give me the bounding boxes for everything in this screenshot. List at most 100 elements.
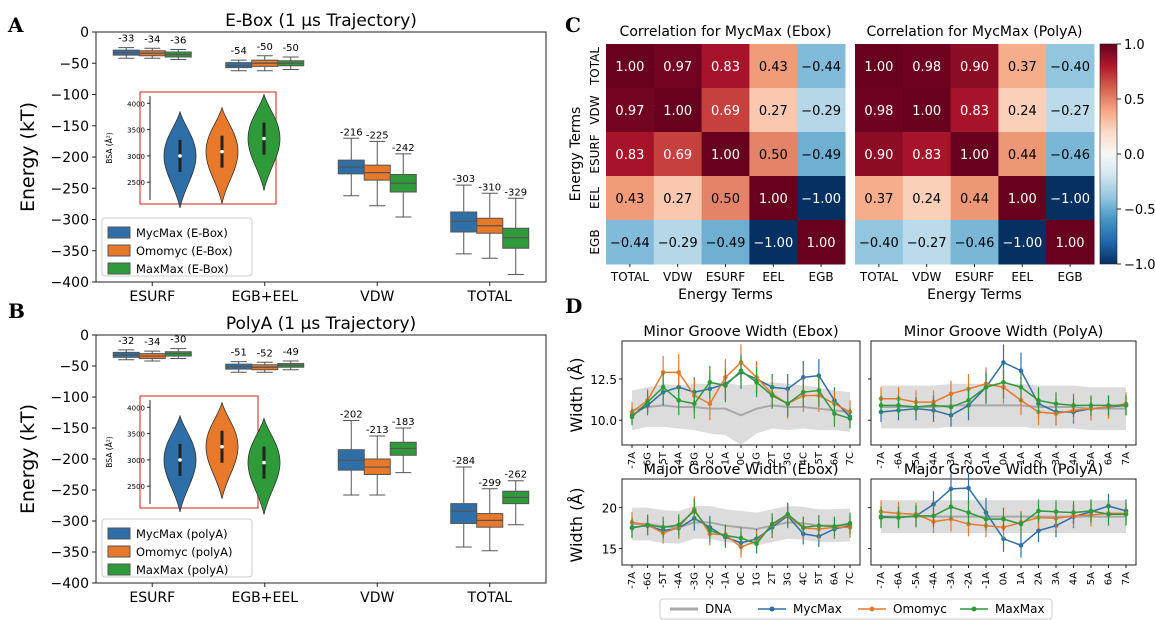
- data-label: -299: [478, 478, 501, 489]
- heatmap-cell: [855, 44, 904, 89]
- y-tick-label: −350: [51, 244, 89, 260]
- x-tick-label: 3A: [1051, 452, 1062, 465]
- data-point: [1088, 403, 1094, 408]
- heatmap-cell: [749, 88, 798, 133]
- heatmap-cell: [797, 176, 846, 221]
- subplot-title: Major Groove Width (PolyA): [904, 462, 1103, 478]
- data-label: -32: [118, 336, 134, 347]
- y-tick-label: −300: [51, 514, 89, 530]
- data-label: -33: [118, 34, 134, 45]
- heatmap-value: 1.00: [912, 104, 941, 119]
- x-tick-label: -6A: [894, 572, 905, 589]
- y-tick-label: ESURF: [588, 134, 602, 173]
- heatmap-cell: [701, 132, 750, 177]
- x-tick-label: 4A: [1069, 572, 1080, 585]
- x-tick-label: 6A: [829, 572, 840, 585]
- y-tick-label: EGB: [588, 229, 602, 254]
- y-tick-label: −50: [59, 56, 89, 72]
- violin-median: [220, 149, 224, 154]
- heatmap-cell: [998, 176, 1047, 221]
- colorbar-tick-label: −1.0: [1124, 258, 1155, 273]
- x-tick-label: -1A: [981, 572, 992, 589]
- x-tick-label: TOTAL: [610, 270, 649, 284]
- data-point: [1053, 401, 1059, 407]
- heatmap-value: 1.00: [960, 148, 989, 163]
- heatmap-cell: [606, 176, 655, 221]
- inset-y-tick-label: 2500: [127, 483, 145, 491]
- heatmap-value: 0.24: [1008, 104, 1037, 119]
- chart-title: PolyA (1 μs Trajectory): [226, 314, 416, 334]
- panel-letter-B: B: [8, 299, 25, 323]
- x-tick-label: 5T: [814, 571, 825, 584]
- data-point: [878, 515, 884, 520]
- heatmap-cell: [749, 44, 798, 89]
- data-label: -30: [170, 335, 186, 346]
- data-label: -242: [392, 143, 415, 154]
- x-axis-label: Energy Terms: [678, 287, 773, 303]
- data-point: [1036, 528, 1041, 533]
- heatmap-cell: [950, 88, 999, 133]
- data-point: [1018, 368, 1024, 374]
- heatmap-value: −0.44: [610, 236, 650, 251]
- box-MycMax (polyA): [450, 503, 478, 524]
- x-tick-label: -6G: [643, 572, 654, 590]
- x-tick-label: TOTAL: [467, 590, 513, 606]
- data-point: [738, 368, 744, 374]
- data-point: [983, 384, 989, 390]
- y-axis-label: Energy Terms: [568, 107, 584, 202]
- box-panel-B: B PolyA (1 μs Trajectory) 0 −50 −100 −150 −200…: [8, 299, 547, 606]
- x-tick-label: -7A: [627, 452, 638, 469]
- x-tick-label: 1A: [1016, 572, 1027, 585]
- legend-label: MaxMax (E-Box): [136, 262, 229, 276]
- y-tick-label: 15: [602, 543, 617, 557]
- x-tick-label: -4A: [674, 452, 685, 469]
- heatmap-cell: [749, 220, 798, 265]
- heatmap-value: 0.83: [960, 104, 989, 119]
- heatmap-value: −0.49: [801, 148, 841, 163]
- data-point: [1088, 508, 1094, 514]
- x-tick-label: 0A: [999, 572, 1010, 585]
- data-point: [1001, 516, 1006, 522]
- y-tick-label: EEL: [588, 187, 602, 209]
- data-label: -329: [504, 187, 527, 198]
- x-tick-label: 3G: [783, 572, 794, 586]
- heatmap-cell: [950, 220, 999, 265]
- heatmap-cell: [749, 132, 798, 177]
- legend-marker: [971, 606, 977, 612]
- x-tick-label: -7A: [627, 572, 638, 589]
- x-tick-label: -3A: [946, 452, 957, 469]
- heatmap-value: −0.27: [907, 236, 947, 251]
- heatmap-value: 0.97: [663, 60, 692, 75]
- x-tick-label: ESURF: [955, 270, 994, 284]
- y-tick-label: TOTAL: [588, 47, 602, 86]
- data-point: [896, 515, 901, 520]
- data-point: [738, 535, 744, 541]
- legend-marker: [769, 606, 775, 612]
- data-point: [878, 403, 884, 408]
- heatmap-value: 1.00: [759, 192, 788, 207]
- heatmap-value: 0.98: [912, 60, 941, 75]
- panel-letter-C: C: [565, 13, 581, 37]
- heatmap-value: 0.50: [759, 148, 788, 163]
- violin-median: [262, 460, 266, 465]
- groove-plot-0: Minor Groove Width (Ebox)12.510.0-7A -6G -…: [590, 324, 861, 470]
- legend-swatch: [107, 226, 131, 239]
- colorbar-tick-label: 0.0: [1124, 148, 1145, 163]
- data-point: [948, 486, 954, 492]
- x-tick-label: EEL: [762, 270, 784, 284]
- data-point: [1018, 521, 1024, 527]
- data-point: [847, 416, 853, 421]
- data-label: -34: [144, 34, 160, 45]
- legend-label: MycMax: [793, 602, 842, 616]
- legend-swatch: [107, 244, 131, 257]
- x-tick-label: 5A: [1086, 572, 1097, 585]
- legend-swatch: [107, 527, 131, 540]
- x-tick-label: -5T: [658, 571, 669, 588]
- data-point: [1001, 379, 1006, 385]
- inset-violin: 4000 3500 3000 2500 BSA (Å²): [105, 395, 281, 515]
- y-tick-label: −250: [51, 181, 89, 197]
- x-tick-label: -2C: [705, 572, 716, 589]
- heatmap-value: 0.83: [711, 60, 740, 75]
- x-tick-label: 7A: [1121, 572, 1132, 585]
